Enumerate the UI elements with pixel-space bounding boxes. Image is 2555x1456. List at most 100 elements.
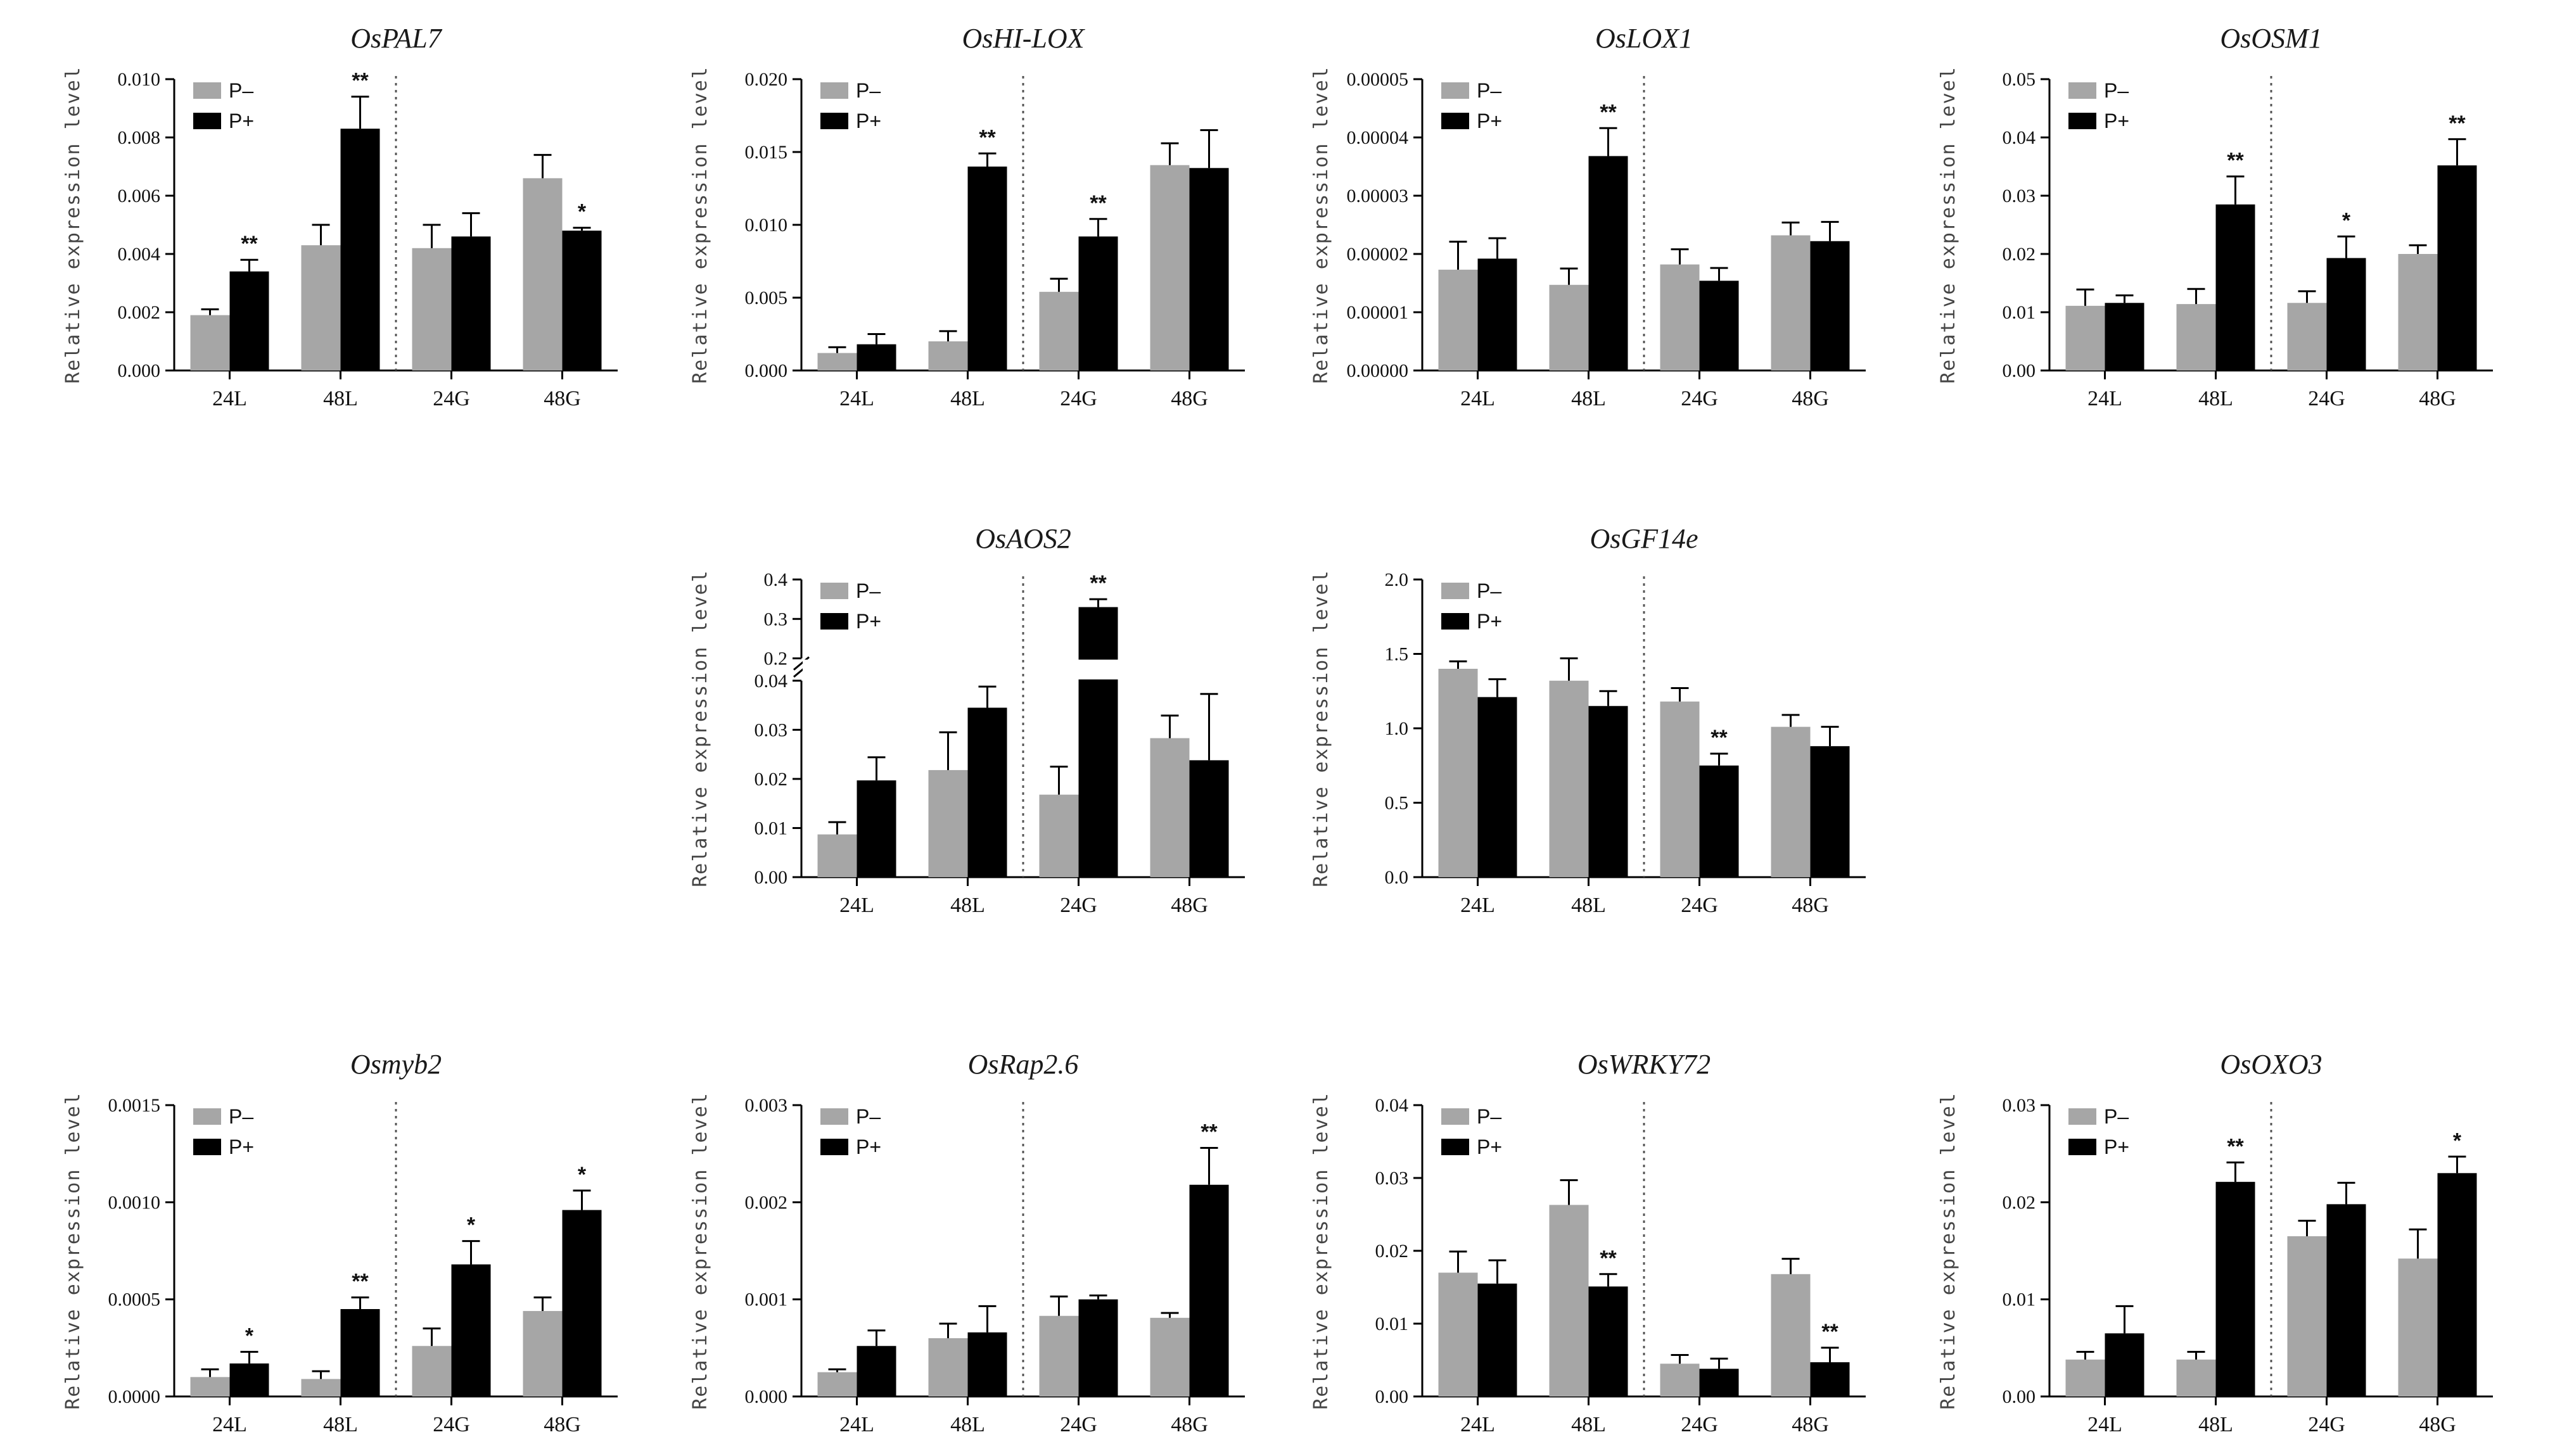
bar-p-plus-24l [857, 780, 896, 877]
legend-label: P+ [856, 110, 881, 132]
bar-p-plus-24l [2105, 303, 2144, 370]
bar-p-plus-24l [1477, 697, 1517, 877]
bar-p-minus-24g [2287, 303, 2327, 370]
chart-panel-osmyb2: Osmyb2 Relative expression level 0.0000 0.0… [62, 1049, 618, 1436]
legend-swatch-p-plus [2068, 1139, 2096, 1155]
legend-label: P+ [2104, 1136, 2129, 1158]
y-tick-label: 0.04 [2003, 127, 2036, 148]
significance-mark: ** [1600, 100, 1617, 124]
y-tick-label: 0.015 [745, 142, 788, 163]
legend-label: P– [229, 1105, 253, 1128]
x-tick-label: 24L [1460, 1413, 1495, 1436]
bar-p-plus-48l [1588, 1286, 1628, 1396]
y-tick-label: 0.04 [755, 671, 788, 692]
legend-swatch-p-minus [2068, 82, 2096, 99]
chart-title: OsGF14e [1590, 523, 1698, 554]
chart-panel-osaos2: OsAOS2 Relative expression level 0.00 0.01 0… [689, 523, 1246, 917]
y-tick-label: 0.04 [1375, 1095, 1409, 1116]
bar-p-plus-24l [2105, 1333, 2144, 1396]
x-tick-label: 24L [212, 1413, 247, 1436]
significance-mark: ** [2227, 1134, 2244, 1158]
x-tick-label: 48G [2419, 1413, 2456, 1436]
x-tick-label: 24G [433, 1413, 470, 1436]
bar-p-plus-48g [562, 1210, 602, 1396]
y-tick-label: 0.0000 [108, 1386, 161, 1407]
legend-label: P+ [1477, 610, 1502, 633]
y-tick-label: 0.00 [2003, 1386, 2036, 1407]
y-tick-label: 0.00003 [1347, 186, 1409, 206]
y-tick-label: 0.006 [118, 186, 161, 206]
legend-swatch-p-minus [820, 82, 848, 99]
x-tick-label: 48L [950, 894, 985, 917]
bar-p-plus-24g [451, 1264, 491, 1396]
x-tick-label: 48G [544, 1413, 581, 1436]
x-tick-label: 24L [2087, 387, 2122, 410]
y-tick-label: 0.03 [755, 719, 788, 740]
legend-label: P– [856, 79, 881, 102]
y-tick-label: 0.004 [118, 244, 161, 265]
bar-p-plus-48l [967, 167, 1007, 370]
bar-p-minus-24g [1039, 291, 1079, 370]
legend-swatch-p-plus [820, 1139, 848, 1155]
bar-p-minus-24l [1438, 269, 1478, 370]
y-tick-label: 0.01 [1375, 1314, 1409, 1334]
bar-p-plus-48g [1810, 241, 1850, 370]
y-tick-label: 0.001 [745, 1289, 788, 1310]
legend-label: P+ [229, 110, 254, 132]
x-tick-label: 48G [2419, 387, 2456, 410]
bar-p-plus-24g [1078, 236, 1118, 370]
chart-title: OsPAL7 [350, 23, 442, 54]
x-tick-label: 48L [1571, 1413, 1606, 1436]
chart-panel-oshi-lox: OsHI-LOX Relative expression level 0.000 0.… [689, 23, 1245, 410]
bar-p-plus-48l [1588, 706, 1628, 877]
bar-p-minus-24g [1660, 701, 1700, 877]
bar-p-plus-48g [1189, 168, 1229, 370]
bar-p-minus-48l [301, 1379, 341, 1396]
legend-swatch-p-minus [2068, 1108, 2096, 1125]
x-tick-label: 24G [1681, 894, 1718, 917]
y-tick-label: 0.00000 [1347, 360, 1409, 381]
chart-panel-ospal7: OsPAL7 Relative expression level 0.000 0.00… [62, 23, 618, 410]
significance-mark: ** [352, 1270, 369, 1294]
bar-p-minus-24l [1438, 1272, 1478, 1396]
y-tick-label: 0.00 [755, 867, 788, 888]
legend-swatch-p-minus [193, 1108, 221, 1125]
y-tick-label: 2.0 [1385, 569, 1409, 590]
bar-p-plus-48l [1588, 156, 1628, 370]
y-tick-label: 0.02 [2003, 1192, 2036, 1213]
bar-p-minus-48l [928, 1338, 968, 1396]
y-tick-label: 0.00005 [1347, 69, 1409, 90]
x-tick-label: 24G [1060, 1413, 1097, 1436]
bar-p-plus-24g [451, 236, 491, 370]
bar-p-minus-48g [1150, 165, 1190, 370]
bar-p-minus-24l [817, 353, 857, 370]
y-axis-label: Relative expression level [1937, 1092, 1959, 1410]
bar-p-minus-48l [928, 769, 968, 877]
y-tick-label: 0.0015 [108, 1095, 161, 1116]
y-axis-label: Relative expression level [1310, 1092, 1332, 1410]
x-tick-label: 24G [1681, 1413, 1718, 1436]
bar-p-plus-24g [1699, 765, 1739, 877]
bar-p-minus-24l [817, 834, 857, 877]
x-tick-label: 24G [1060, 387, 1097, 410]
y-tick-label: 0.00001 [1347, 302, 1409, 323]
bar-p-minus-48g [1150, 1317, 1190, 1396]
chart-panel-osrap2-6: OsRap2.6 Relative expression level 0.000 0.… [689, 1049, 1245, 1436]
bar-p-minus-24l [190, 1377, 230, 1396]
bar-p-plus-24l [229, 1363, 269, 1396]
legend-label: P– [229, 79, 253, 102]
y-tick-label: 0.010 [745, 215, 788, 236]
bar-p-minus-48g [1771, 1274, 1811, 1396]
y-tick-label: 0.000 [745, 360, 788, 381]
bar-p-plus-24g [1078, 1299, 1118, 1396]
significance-mark: ** [1201, 1120, 1218, 1144]
y-tick-label: 0.05 [2003, 69, 2036, 90]
y-tick-label: 0.2 [764, 649, 788, 669]
chart-title: OsOSM1 [2220, 23, 2322, 54]
x-tick-label: 24G [1060, 894, 1097, 917]
x-tick-label: 48G [1792, 894, 1829, 917]
legend-label: P– [1477, 1105, 1501, 1128]
bar-p-plus-24g [1699, 281, 1739, 370]
bar-p-plus-24l [229, 271, 269, 370]
legend-swatch-p-plus [1441, 113, 1469, 129]
